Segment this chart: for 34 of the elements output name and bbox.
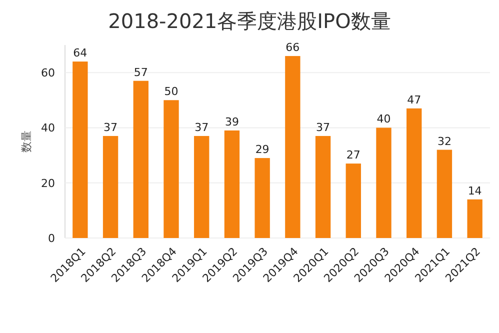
- bar: [102, 136, 118, 238]
- y-tick-label: 60: [41, 66, 55, 80]
- data-label: 27: [346, 148, 360, 162]
- bar: [254, 158, 270, 238]
- y-tick-label: 40: [41, 122, 55, 135]
- bar: [346, 164, 361, 238]
- data-label: 50: [164, 85, 178, 98]
- chart-title: 2018-2021各季度港股IPO数量: [108, 9, 391, 33]
- bar: [436, 150, 452, 238]
- data-label: 37: [194, 120, 209, 134]
- data-label: 37: [316, 120, 330, 134]
- bar: [194, 136, 210, 238]
- bar: [72, 62, 88, 238]
- bar: [376, 128, 392, 238]
- bar: [285, 56, 300, 238]
- bar: [133, 80, 148, 238]
- y-tick-label: 20: [41, 176, 55, 190]
- data-label: 37: [104, 120, 118, 134]
- y-axis-title: 数量: [20, 130, 33, 152]
- data-label: 14: [468, 184, 482, 198]
- bar: [406, 108, 422, 238]
- data-label: 66: [286, 41, 300, 54]
- data-label: 32: [437, 134, 452, 148]
- bar: [224, 130, 240, 238]
- y-tick-label: 0: [48, 232, 55, 245]
- data-label: 47: [407, 93, 422, 106]
- bar: [164, 100, 179, 238]
- data-label: 39: [224, 115, 239, 128]
- data-label: 64: [73, 46, 88, 60]
- bar: [467, 199, 482, 238]
- data-label: 40: [376, 112, 391, 126]
- bar: [315, 136, 331, 238]
- data-label: 57: [134, 66, 148, 79]
- data-label: 29: [255, 143, 270, 156]
